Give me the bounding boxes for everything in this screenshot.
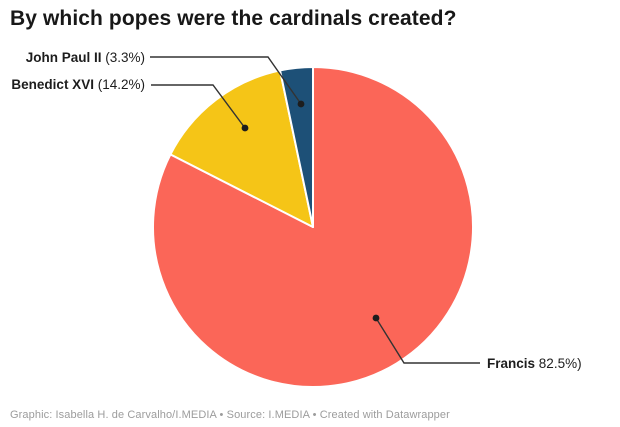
callout-dot-john-paul-ii bbox=[297, 100, 305, 108]
callout-benedict-xvi: Benedict XVI (14.2%) bbox=[11, 76, 145, 93]
pie-slice-benedict-xvi bbox=[169, 69, 314, 228]
callout-john-paul-ii-value: (3.3%) bbox=[105, 50, 145, 65]
callout-dot-benedict-xvi bbox=[241, 124, 249, 132]
callout-francis: Francis 82.5%) bbox=[487, 355, 582, 372]
chart-footer-attribution: Graphic: Isabella H. de Carvalho/I.MEDIA… bbox=[10, 409, 450, 421]
callout-benedict-xvi-name: Benedict XVI bbox=[11, 77, 94, 92]
callout-dot-francis bbox=[372, 314, 380, 322]
callout-line-benedict-xvi bbox=[151, 84, 246, 129]
callout-line-john-paul-ii bbox=[150, 56, 302, 105]
callout-francis-name: Francis bbox=[487, 356, 536, 371]
pie-slice-john-paul-ii bbox=[279, 66, 314, 228]
chart-title: By which popes were the cardinals create… bbox=[10, 7, 457, 30]
callout-john-paul-ii-name: John Paul II bbox=[25, 50, 102, 65]
callout-francis-value: 82.5%) bbox=[538, 356, 582, 371]
callout-benedict-xvi-value: (14.2%) bbox=[97, 77, 145, 92]
callout-john-paul-ii: John Paul II (3.3%) bbox=[26, 49, 145, 66]
callout-line-francis bbox=[375, 317, 480, 364]
